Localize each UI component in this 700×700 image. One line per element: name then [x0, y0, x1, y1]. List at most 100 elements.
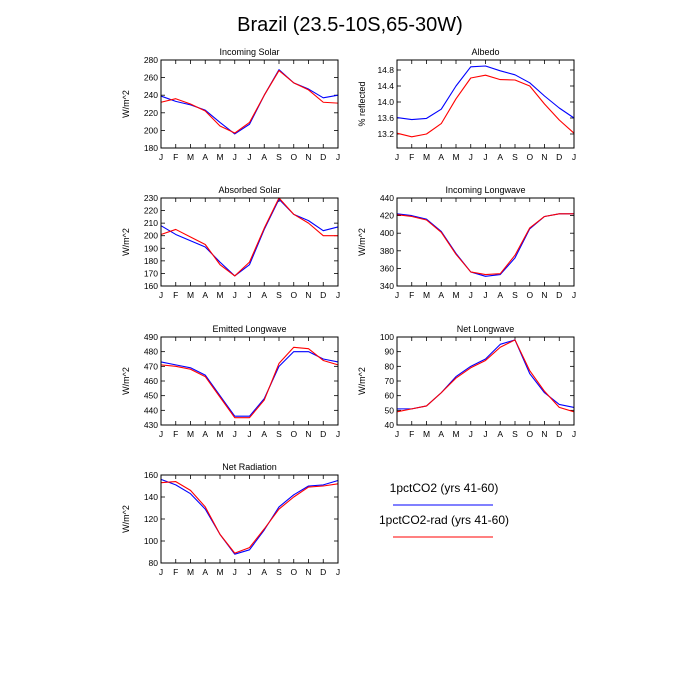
x-tick-label: J — [395, 290, 399, 300]
x-tick-label: M — [187, 429, 194, 439]
x-tick-label: J — [572, 290, 576, 300]
plot-frame-incoming-longwave — [396, 197, 575, 287]
series-line-1pctco2-rad-yrs-41-60-emitted-longwave — [160, 346, 339, 419]
y-tick-label: 220 — [144, 108, 158, 118]
y-tick-label: 14.8 — [377, 65, 394, 75]
x-tick-label: O — [290, 429, 297, 439]
y-tick-label: 13.2 — [377, 129, 394, 139]
figure-title: Brazil (23.5-10S,65-30W) — [237, 14, 463, 36]
y-tick-label: 80 — [385, 361, 395, 371]
x-tick-label: O — [526, 290, 533, 300]
plot-frame-absorbed-solar — [160, 197, 339, 287]
y-tick-label: 100 — [380, 332, 394, 342]
y-tick-label: 240 — [144, 90, 158, 100]
series-line-1pctco2-rad-yrs-41-60-net-radiation — [160, 481, 339, 554]
legend-label-1pctco2: 1pctCO2 (yrs 41-60) — [390, 481, 499, 495]
x-tick-label: M — [452, 290, 459, 300]
y-tick-label: 160 — [144, 470, 158, 480]
x-tick-label: S — [512, 290, 518, 300]
plot-frame-albedo — [396, 59, 575, 149]
x-tick-label: F — [173, 429, 178, 439]
plot-frame-net-radiation — [160, 474, 339, 564]
x-tick-label: M — [187, 290, 194, 300]
x-tick-label: S — [512, 152, 518, 162]
y-axis-label-net-radiation: W/m^2 — [121, 505, 131, 533]
x-tick-label: J — [247, 152, 251, 162]
x-tick-label: A — [261, 429, 267, 439]
y-tick-label: 430 — [144, 420, 158, 430]
x-tick-label: J — [247, 429, 251, 439]
y-axis-label-albedo: % reflected — [357, 81, 367, 126]
x-tick-label: O — [290, 567, 297, 577]
y-tick-label: 210 — [144, 218, 158, 228]
y-tick-label: 420 — [380, 211, 394, 221]
y-tick-label: 340 — [380, 281, 394, 291]
x-tick-label: A — [438, 429, 444, 439]
x-tick-label: A — [438, 152, 444, 162]
x-tick-label: J — [233, 152, 237, 162]
x-tick-label: O — [290, 290, 297, 300]
y-tick-label: 200 — [144, 125, 158, 135]
y-tick-label: 180 — [144, 143, 158, 153]
x-tick-label: J — [395, 152, 399, 162]
x-tick-label: M — [216, 290, 223, 300]
y-tick-label: 160 — [144, 281, 158, 291]
panel-title-emitted-longwave: Emitted Longwave — [212, 324, 286, 334]
x-tick-label: N — [541, 290, 547, 300]
x-tick-label: N — [305, 152, 311, 162]
x-tick-label: J — [336, 290, 340, 300]
x-tick-label: J — [469, 290, 473, 300]
y-tick-label: 60 — [385, 391, 395, 401]
series-line-1pctco2-rad-yrs-41-60-incoming-solar — [160, 70, 339, 134]
y-tick-label: 170 — [144, 268, 158, 278]
x-tick-label: J — [336, 567, 340, 577]
x-tick-label: D — [556, 429, 562, 439]
y-tick-label: 140 — [144, 492, 158, 502]
y-axis-label-incoming-longwave: W/m^2 — [357, 228, 367, 256]
y-tick-label: 200 — [144, 231, 158, 241]
x-tick-label: M — [423, 290, 430, 300]
y-tick-label: 120 — [144, 514, 158, 524]
x-tick-label: M — [452, 429, 459, 439]
panel-title-incoming-longwave: Incoming Longwave — [445, 185, 525, 195]
y-axis-label-emitted-longwave: W/m^2 — [121, 367, 131, 395]
x-tick-label: O — [526, 429, 533, 439]
legend-entry-1pctco2-rad: 1pctCO2-rad (yrs 41-60) — [379, 513, 509, 538]
x-tick-label: N — [541, 429, 547, 439]
x-tick-label: S — [512, 429, 518, 439]
y-tick-label: 180 — [144, 256, 158, 266]
x-tick-label: M — [216, 152, 223, 162]
x-tick-label: N — [305, 290, 311, 300]
x-tick-label: J — [483, 429, 487, 439]
panel-title-net-radiation: Net Radiation — [222, 462, 277, 472]
y-axis-label-incoming-solar: W/m^2 — [121, 90, 131, 118]
y-tick-label: 440 — [144, 405, 158, 415]
x-tick-label: J — [572, 152, 576, 162]
panel-emitted-longwave: Emitted Longwave W/m^2 430 440 450 460 470 480 4… — [121, 324, 340, 439]
series-line-1pctco2-rad-yrs-41-60-net-longwave — [396, 339, 575, 413]
x-tick-label: M — [187, 152, 194, 162]
x-tick-label: M — [423, 152, 430, 162]
series-line-1pctco2-yrs-41-60-incoming-longwave — [396, 213, 574, 277]
x-tick-label: J — [469, 152, 473, 162]
x-tick-label: F — [409, 152, 414, 162]
x-tick-label: A — [497, 429, 503, 439]
y-axis-label-net-longwave: W/m^2 — [357, 367, 367, 395]
y-tick-label: 220 — [144, 206, 158, 216]
x-tick-label: F — [173, 290, 178, 300]
x-tick-label: A — [261, 152, 267, 162]
x-tick-label: J — [159, 429, 163, 439]
plot-frame-incoming-solar — [160, 59, 339, 149]
x-tick-label: N — [305, 429, 311, 439]
y-tick-label: 490 — [144, 332, 158, 342]
x-tick-label: A — [497, 290, 503, 300]
y-tick-label: 360 — [380, 263, 394, 273]
y-tick-label: 230 — [144, 193, 158, 203]
panel-title-incoming-solar: Incoming Solar — [219, 47, 279, 57]
x-tick-label: F — [409, 290, 414, 300]
